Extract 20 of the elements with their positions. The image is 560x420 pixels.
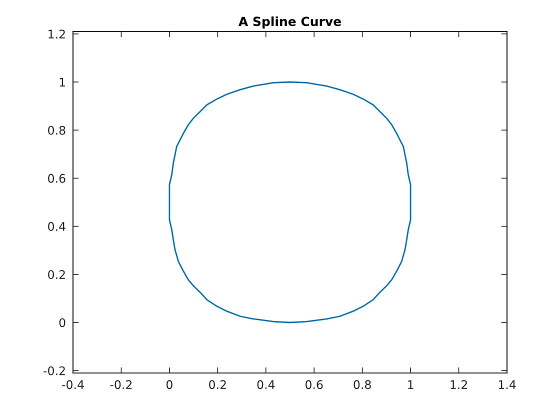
x-tick-label: 1: [408, 380, 414, 389]
x-tick-label: 0.6: [306, 380, 323, 390]
x-tick-label: 0.2: [209, 380, 226, 390]
y-tick-label: 1: [60, 78, 65, 86]
y-tick-label: 0.2: [48, 270, 65, 280]
x-tick-label: 1.2: [450, 380, 467, 389]
y-tick-label: 1.2: [48, 30, 65, 38]
y-tick-label: -0.2: [44, 366, 65, 376]
y-tick-label: 0.4: [48, 222, 66, 231]
chart-title: A Spline Curve: [238, 16, 341, 29]
line-series: [168, 81, 412, 324]
y-tick-label: 0.6: [48, 174, 66, 183]
y-tick-label: 0: [59, 318, 66, 328]
x-tick-label: -0.2: [110, 380, 132, 390]
x-tick-label: -0.4: [62, 380, 84, 390]
x-tick-label: 0.4: [257, 380, 275, 390]
x-tick-label: 0.8: [354, 380, 371, 390]
x-tick-label: 1.4: [498, 380, 516, 389]
y-tick-label: 0.8: [48, 126, 66, 135]
x-tick-label: 0: [166, 380, 172, 390]
